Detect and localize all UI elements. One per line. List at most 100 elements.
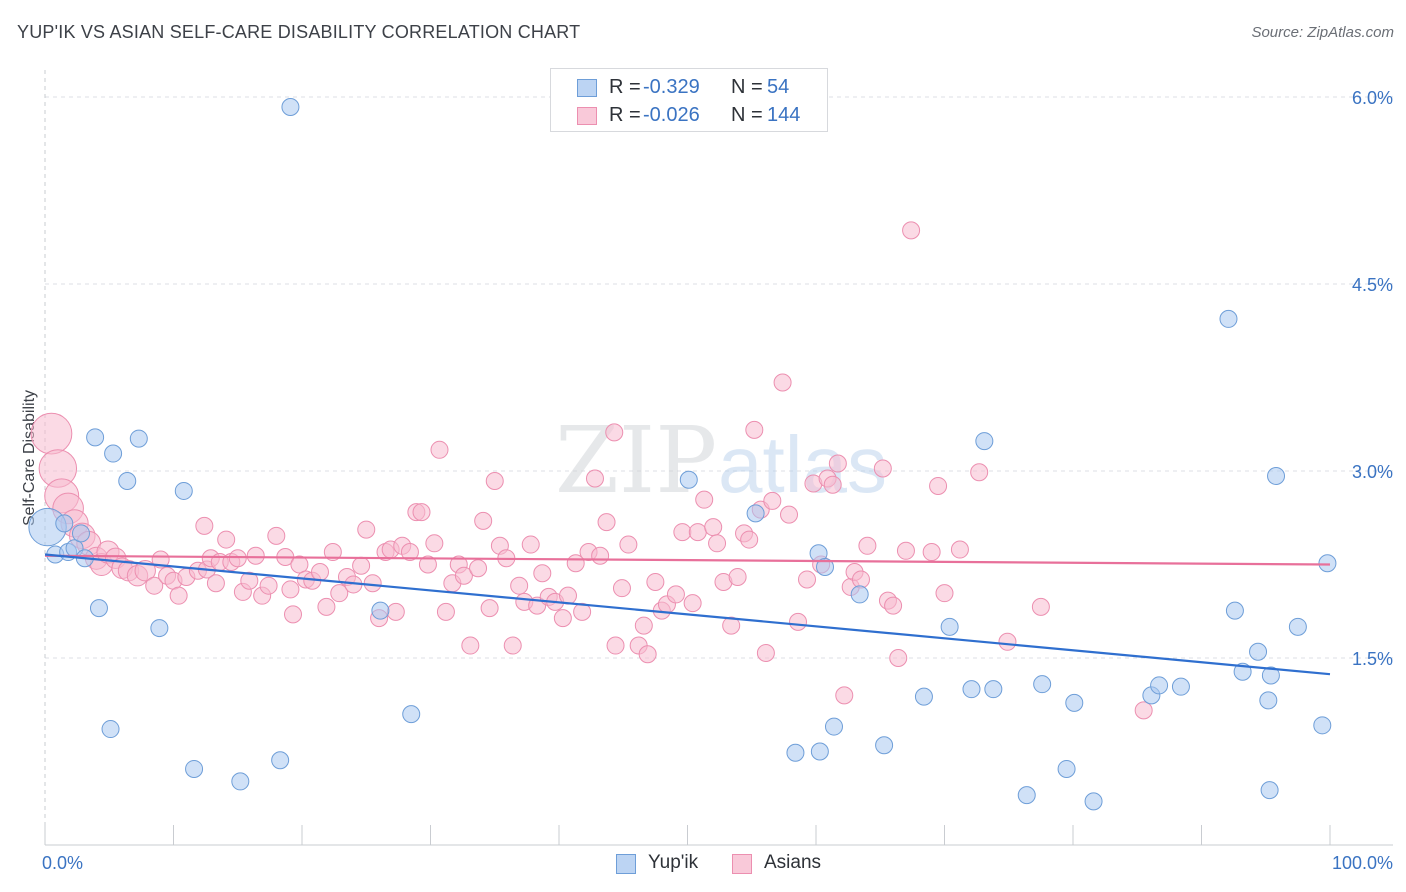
asians-point: [763, 491, 782, 510]
asians-point: [873, 459, 892, 478]
asians-point: [425, 534, 444, 553]
tick-labels: 1.5% 3.0% 4.5% 6.0% 0.0% 100.0%: [42, 88, 1393, 873]
yupik-point: [815, 557, 834, 576]
asians-point: [510, 576, 529, 595]
asians-point: [430, 440, 449, 459]
asians-point: [436, 602, 455, 621]
yupik-point: [746, 504, 765, 523]
asians-point: [851, 570, 870, 589]
asians-point: [708, 534, 727, 553]
asians-point: [591, 546, 610, 565]
asians-point: [480, 599, 499, 618]
yupik-point: [1261, 666, 1280, 685]
x-tick-label-min: 0.0%: [42, 853, 83, 873]
yupik-point: [402, 705, 421, 724]
yupik-point: [55, 514, 74, 533]
asians-point: [521, 535, 540, 554]
legend-row-yupik: R = -0.329 N = 54: [551, 73, 827, 103]
grid-lines: [45, 96, 1393, 659]
y-tick-label: 1.5%: [1352, 649, 1393, 669]
asians-point: [469, 559, 488, 578]
yupik-point: [975, 432, 994, 451]
asians-point: [418, 555, 437, 574]
asians-point: [896, 541, 915, 560]
series-asians-points: [30, 221, 1153, 720]
yupik-point: [129, 429, 148, 448]
asians-point: [412, 503, 431, 522]
asians-point: [400, 543, 419, 562]
yupik-point: [150, 619, 169, 638]
asians-point: [728, 567, 747, 586]
yupik-point: [940, 617, 959, 636]
asians-point: [503, 636, 522, 655]
watermark-atlas: atlas: [718, 420, 887, 509]
asians-point: [240, 571, 259, 590]
asians-point: [889, 649, 908, 667]
asians-point: [828, 454, 847, 473]
legend-swatch-yupik: [577, 79, 597, 97]
asians-point: [454, 566, 473, 585]
yupik-point: [118, 471, 137, 490]
asians-point: [228, 549, 247, 568]
asians-point: [704, 518, 723, 537]
legend-swatch-asians: [732, 854, 752, 874]
asians-point: [646, 572, 665, 591]
yupik-point: [1288, 617, 1307, 636]
asians-point: [310, 562, 329, 581]
yupik-point: [786, 743, 805, 762]
asians-point: [267, 526, 286, 545]
asians-point: [553, 609, 572, 628]
asians-point: [789, 612, 808, 631]
asians-point: [619, 535, 638, 554]
series-yupik-points: [28, 97, 1337, 811]
yupik-point: [89, 599, 108, 618]
asians-point: [363, 574, 382, 593]
yupik-point: [1017, 786, 1036, 805]
legend-r-label: R =: [609, 76, 641, 98]
yupik-point: [101, 720, 120, 739]
yupik-point: [1313, 716, 1332, 735]
legend-r-label: R =: [609, 104, 641, 126]
asians-point: [922, 543, 941, 562]
asians-point: [950, 540, 969, 559]
asians-point: [666, 585, 685, 604]
watermark-zip: ZIP: [555, 407, 717, 514]
asians-point: [695, 490, 714, 509]
asians-point: [597, 513, 616, 532]
asians-point: [835, 686, 854, 705]
yupik-point: [1150, 676, 1169, 695]
yupik-point: [824, 717, 843, 736]
asians-point: [1031, 597, 1050, 616]
asians-point: [929, 476, 948, 495]
asians-point: [634, 616, 653, 635]
asians-point: [533, 564, 552, 583]
source-label: Source: ZipAtlas.com: [1251, 24, 1394, 41]
legend-n-value: 54: [767, 76, 790, 98]
asians-point: [780, 505, 799, 524]
asians-point: [823, 475, 842, 494]
asians-point: [281, 580, 300, 599]
asians-point: [638, 645, 657, 664]
asians-point: [722, 616, 741, 635]
asians-point: [773, 373, 792, 392]
asians-point: [756, 644, 775, 663]
yupik-point: [174, 481, 193, 500]
yupik-point: [1259, 691, 1278, 710]
asians-point: [798, 570, 817, 589]
asians-point: [169, 586, 188, 605]
asians-point: [935, 584, 954, 603]
asians-point: [970, 463, 989, 482]
asians-point: [902, 221, 921, 240]
yupik-point: [679, 470, 698, 489]
asians-point: [290, 555, 309, 574]
yupik-point: [1267, 466, 1286, 485]
asians-point: [858, 536, 877, 555]
asians-point: [317, 597, 336, 616]
asians-point: [323, 543, 342, 562]
asians-point: [673, 523, 692, 542]
yupik-point: [71, 524, 90, 543]
chart-title: YUP'IK VS ASIAN SELF-CARE DISABILITY COR…: [17, 22, 581, 42]
legend-r-value: -0.026: [643, 104, 700, 126]
yupik-point: [1249, 642, 1268, 661]
legend-label-asians: Asians: [764, 852, 822, 873]
